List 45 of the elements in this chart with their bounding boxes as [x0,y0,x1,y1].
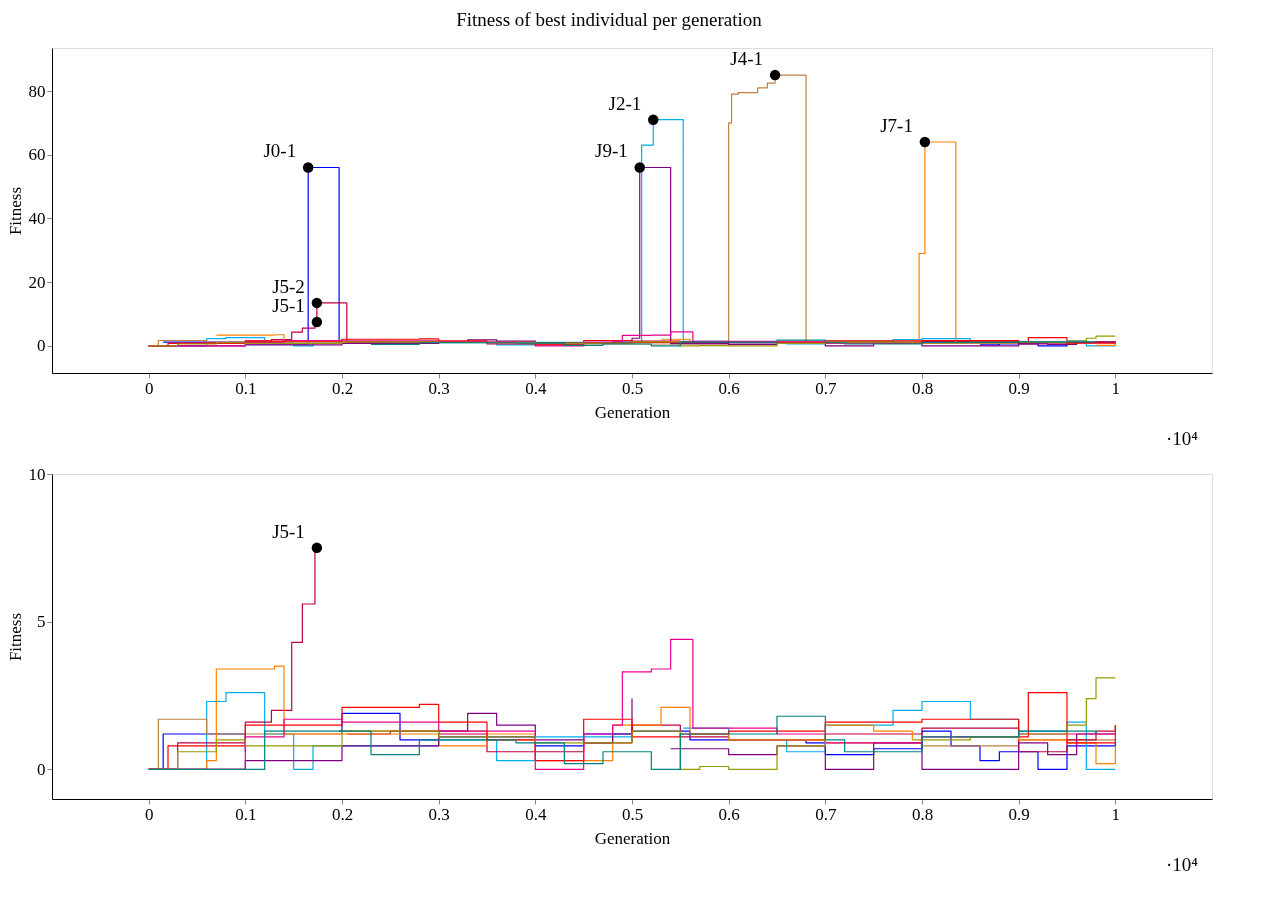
x-tick-label: 0.3 [428,804,450,824]
y-tick-label: 20 [28,272,46,292]
annotation: J4-1 [730,48,764,70]
text: ·10⁴ [1166,854,1199,875]
x-tick-label: 0.6 [718,378,740,398]
x-tick-label: 0.4 [525,378,547,398]
y-tick-label: 0 [37,759,46,779]
x-tick-label: 0.5 [621,804,644,824]
text: ·10⁴ [1166,428,1199,449]
x-tick-label: 0 [144,378,154,398]
x-tick-label: 0.2 [331,804,354,824]
x-tick-label: 0.9 [1008,804,1030,824]
x-tick-label: 0.1 [235,378,257,398]
y-tick-label: 80 [28,81,46,101]
y-tick-label: 60 [28,145,46,165]
x-axis-title: Generation [594,828,671,848]
annotation: J2-1 [608,92,642,114]
x-tick-label: 0.6 [718,804,740,824]
y-axis-title: Fitness [5,186,25,236]
x-tick-label: 0.2 [331,378,354,398]
x-axis-title: Generation [594,402,671,422]
x-tick-label: 1 [1111,378,1121,398]
y-tick-label: 5 [37,612,46,632]
y-tick-label: 40 [28,208,46,228]
x-tick-label: 0 [144,804,154,824]
annotation: J5-1 [272,295,305,317]
y-tick-label: 0 [37,336,46,356]
annotation: J5-1 [272,520,305,542]
x-tick-label: 0.7 [815,804,837,824]
annotation: J5-2 [272,275,305,297]
y-axis-title: Fitness [5,612,25,662]
x-tick-label: 1 [1111,804,1121,824]
annotation: J9-1 [595,140,628,162]
x-tick-label: 0.3 [428,378,450,398]
x-tick-label: 0.4 [525,804,547,824]
y-tick-label: 10 [28,464,46,484]
chart-title: Fitness of best individual per generation [456,8,763,30]
x-tick-label: 0.1 [235,804,257,824]
x-tick-label: 0.5 [621,378,644,398]
x-tick-label: 0.9 [1008,378,1030,398]
x-tick-label: 0.7 [815,378,837,398]
annotation: J7-1 [880,115,913,136]
x-tick-label: 0.8 [911,378,934,398]
x-tick-label: 0.8 [911,804,934,824]
annotation: J0-1 [263,140,297,162]
